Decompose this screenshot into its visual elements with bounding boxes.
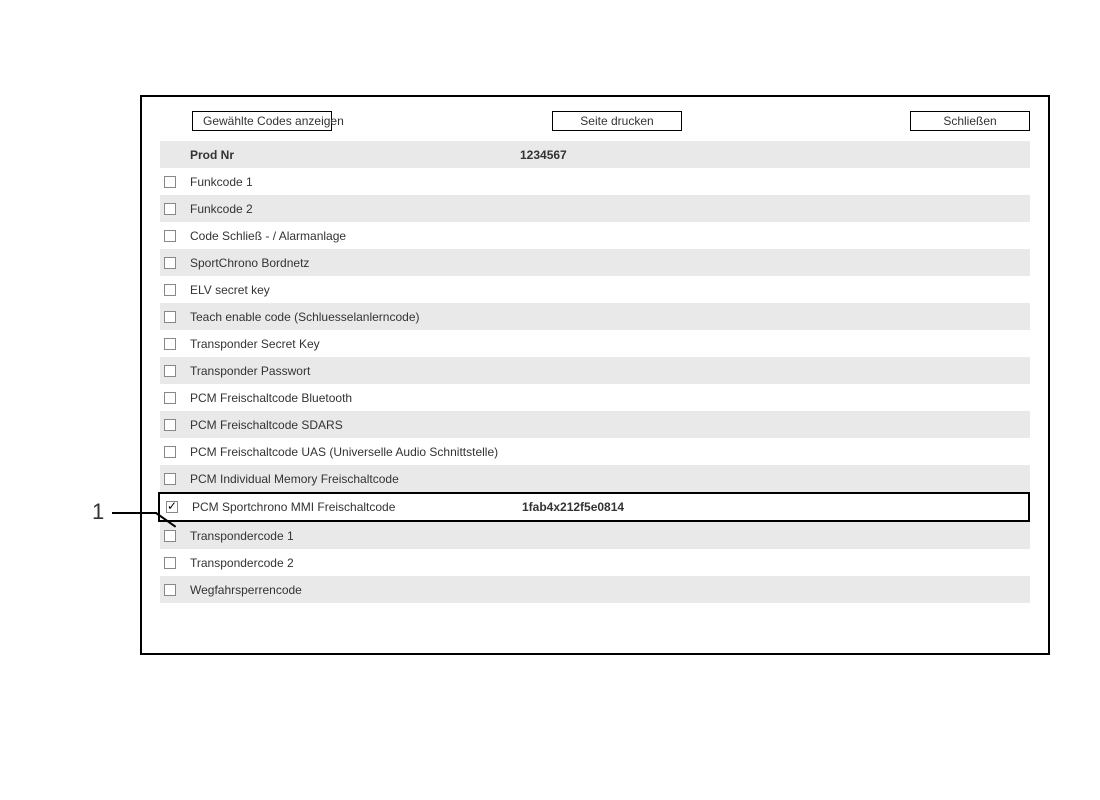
callout-number: 1 xyxy=(92,499,104,525)
row-checkbox[interactable] xyxy=(164,176,176,188)
row-checkbox[interactable] xyxy=(164,446,176,458)
table-row: PCM Freischaltcode Bluetooth xyxy=(160,384,1030,411)
table-row: Funkcode 1 xyxy=(160,168,1030,195)
row-value: 1fab4x212f5e0814 xyxy=(522,500,1028,514)
table-row: Teach enable code (Schluesselanlerncode) xyxy=(160,303,1030,330)
print-page-button[interactable]: Seite drucken xyxy=(552,111,682,131)
row-checkbox[interactable] xyxy=(164,338,176,350)
header-label: Prod Nr xyxy=(190,148,520,162)
row-checkbox[interactable] xyxy=(164,230,176,242)
row-label: PCM Individual Memory Freischaltcode xyxy=(190,472,520,486)
row-checkbox[interactable] xyxy=(164,392,176,404)
row-label: SportChrono Bordnetz xyxy=(190,256,520,270)
toolbar: Gewählte Codes anzeigen Seite drucken Sc… xyxy=(192,111,1030,131)
table-row: Transponder Passwort xyxy=(160,357,1030,384)
show-selected-codes-button[interactable]: Gewählte Codes anzeigen xyxy=(192,111,332,131)
row-checkbox[interactable] xyxy=(164,284,176,296)
row-checkbox[interactable] xyxy=(164,365,176,377)
row-label: Transpondercode 1 xyxy=(190,529,520,543)
row-checkbox[interactable] xyxy=(164,473,176,485)
row-checkbox[interactable] xyxy=(164,203,176,215)
row-label: Transponder Secret Key xyxy=(190,337,520,351)
header-value: 1234567 xyxy=(520,148,1030,162)
row-label: Transponder Passwort xyxy=(190,364,520,378)
row-label: PCM Freischaltcode SDARS xyxy=(190,418,520,432)
table-row: PCM Freischaltcode UAS (Universelle Audi… xyxy=(160,438,1030,465)
row-checkbox[interactable] xyxy=(164,311,176,323)
callout-line-h xyxy=(112,512,157,514)
table-row: Transponder Secret Key xyxy=(160,330,1030,357)
table-row: PCM Sportchrono MMI Freischaltcode1fab4x… xyxy=(158,492,1030,522)
table-row: ELV secret key xyxy=(160,276,1030,303)
row-label: Teach enable code (Schluesselanlerncode) xyxy=(190,310,520,324)
row-checkbox[interactable] xyxy=(164,584,176,596)
row-checkbox[interactable] xyxy=(164,419,176,431)
row-label: PCM Sportchrono MMI Freischaltcode xyxy=(192,500,522,514)
table-row: PCM Individual Memory Freischaltcode xyxy=(160,465,1030,492)
row-checkbox[interactable] xyxy=(164,257,176,269)
row-label: PCM Freischaltcode UAS (Universelle Audi… xyxy=(190,445,520,459)
row-label: ELV secret key xyxy=(190,283,520,297)
table-row: Funkcode 2 xyxy=(160,195,1030,222)
rows-container: Funkcode 1 Funkcode 2 Code Schließ - / Ala… xyxy=(160,168,1030,603)
row-checkbox[interactable] xyxy=(164,530,176,542)
table-row: Transpondercode 2 xyxy=(160,549,1030,576)
table-row: PCM Freischaltcode SDARS xyxy=(160,411,1030,438)
row-label: Funkcode 2 xyxy=(190,202,520,216)
close-button[interactable]: Schließen xyxy=(910,111,1030,131)
codes-panel: 1 Gewählte Codes anzeigen Seite drucken … xyxy=(140,95,1050,655)
row-label: Funkcode 1 xyxy=(190,175,520,189)
header-row: Prod Nr 1234567 xyxy=(160,141,1030,168)
row-label: Transpondercode 2 xyxy=(190,556,520,570)
row-checkbox[interactable] xyxy=(166,501,178,513)
table-row: SportChrono Bordnetz xyxy=(160,249,1030,276)
table-row: Code Schließ - / Alarmanlage xyxy=(160,222,1030,249)
row-label: PCM Freischaltcode Bluetooth xyxy=(190,391,520,405)
row-label: Code Schließ - / Alarmanlage xyxy=(190,229,520,243)
table-row: Transpondercode 1 xyxy=(160,522,1030,549)
row-label: Wegfahrsperrencode xyxy=(190,583,520,597)
row-checkbox[interactable] xyxy=(164,557,176,569)
table-row: Wegfahrsperrencode xyxy=(160,576,1030,603)
